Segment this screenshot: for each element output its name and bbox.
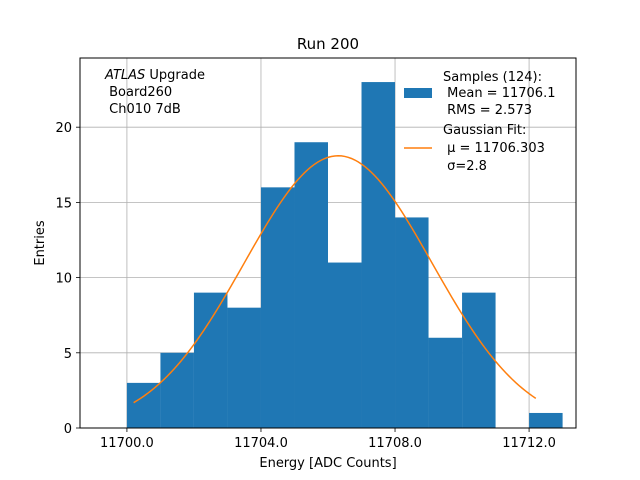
legend-fit-line-3: σ=2.8 bbox=[443, 159, 487, 174]
histogram-bars bbox=[126, 82, 563, 429]
legend: Samples (124): Mean = 11706.1 RMS = 2.57… bbox=[404, 70, 555, 174]
histogram-bar bbox=[126, 382, 161, 428]
axis-ticks: 11700.0 11704.0 11708.0 11712.0 0 5 10 15 20 bbox=[55, 121, 556, 451]
y-tick-label: 15 bbox=[55, 196, 72, 211]
plot-frame bbox=[79, 57, 577, 429]
legend-fit-line-2: μ = 11706.303 bbox=[443, 141, 545, 156]
annotation-line-2: Board260 bbox=[105, 85, 172, 100]
histogram-bar bbox=[260, 187, 295, 428]
gaussian-fit bbox=[133, 155, 537, 404]
legend-samples-line-2: Mean = 11706.1 bbox=[443, 86, 555, 101]
annotation-line-3: Ch010 7dB bbox=[105, 102, 181, 117]
histogram-bar bbox=[462, 292, 496, 428]
x-tick-label: 11700.0 bbox=[100, 436, 154, 451]
annotation-line-1: ATLAS Upgrade bbox=[104, 68, 205, 83]
histogram-bar bbox=[428, 337, 463, 428]
histogram-bar bbox=[160, 352, 194, 428]
legend-fit-line-1: Gaussian Fit: bbox=[443, 123, 526, 138]
histogram-bar bbox=[193, 292, 228, 428]
legend-samples-line-1: Samples (124): bbox=[443, 70, 542, 85]
histogram-bar bbox=[529, 412, 563, 428]
y-tick-label: 20 bbox=[55, 121, 72, 136]
legend-samples-line-3: RMS = 2.573 bbox=[443, 103, 532, 118]
y-tick-label: 10 bbox=[55, 272, 72, 287]
chart-title: Run 200 bbox=[297, 35, 359, 53]
annotation-suffix: Upgrade bbox=[145, 68, 205, 83]
annotation-experiment: ATLAS bbox=[104, 68, 145, 83]
x-tick-label: 11712.0 bbox=[502, 436, 556, 451]
annotation-box: ATLAS Upgrade Board260 Ch010 7dB bbox=[104, 68, 205, 117]
y-tick-label: 0 bbox=[64, 422, 72, 437]
legend-samples-swatch bbox=[404, 88, 432, 98]
y-tick-label: 5 bbox=[64, 347, 72, 362]
x-tick-label: 11704.0 bbox=[234, 436, 288, 451]
x-tick-label: 11708.0 bbox=[368, 436, 422, 451]
histogram-bar bbox=[395, 217, 429, 428]
histogram-bar bbox=[361, 82, 396, 429]
y-axis-label: Entries bbox=[33, 220, 48, 266]
histogram-bar bbox=[328, 262, 362, 428]
histogram-bar bbox=[294, 142, 328, 428]
histogram-bar bbox=[227, 307, 261, 428]
x-axis-label: Energy [ADC Counts] bbox=[259, 456, 396, 471]
gaussian-fit-curve bbox=[133, 155, 537, 404]
